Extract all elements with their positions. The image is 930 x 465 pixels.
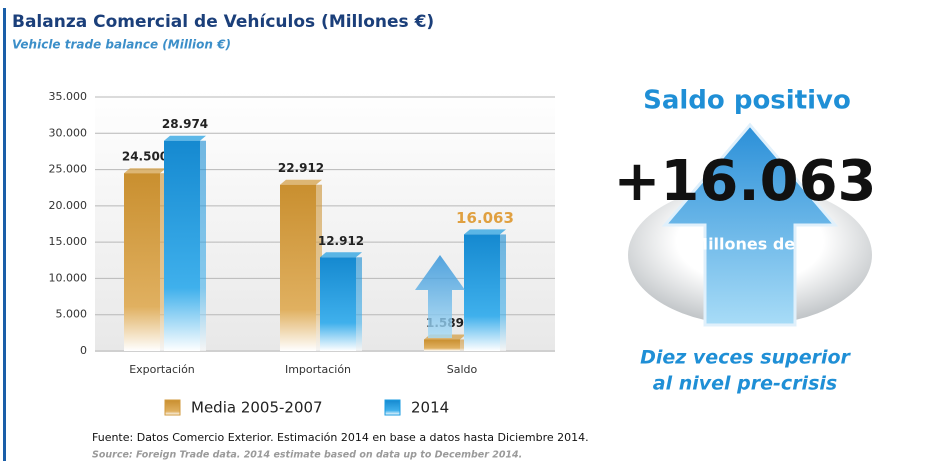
value-label: 16.063: [456, 209, 514, 227]
highlight-value: +16.063: [613, 149, 876, 214]
y-tick-label: 35.000: [49, 90, 88, 103]
bar: [320, 257, 356, 351]
source: Fuente: Datos Comercio Exterior. Estimac…: [92, 431, 589, 444]
bar-side: [200, 141, 206, 351]
bar-top: [320, 252, 362, 257]
chart-subtitle: Vehicle trade balance (Million €): [12, 38, 231, 52]
bar-top: [464, 229, 506, 234]
value-label: 12.912: [318, 234, 364, 248]
x-tick-label: Exportación: [129, 363, 195, 376]
chart-title: Balanza Comercial de Vehículos (Millones…: [12, 12, 434, 32]
highlight-heading: Saldo positivo: [643, 86, 851, 116]
y-tick-label: 20.000: [49, 199, 88, 212]
legend-label: Media 2005-2007: [191, 399, 323, 417]
bar: [280, 185, 316, 351]
legend-label: 2014: [411, 399, 449, 417]
accent-bar: [3, 8, 6, 461]
chart: Balanza Comercial de Vehículos (Millones…: [0, 0, 930, 461]
bar-side: [356, 257, 362, 351]
bar-top: [164, 136, 206, 141]
bar: [424, 339, 460, 351]
y-tick-label: 0: [80, 344, 87, 357]
bar-top: [124, 168, 166, 173]
y-tick-label: 10.000: [49, 271, 88, 284]
highlight-unit: Millones de €: [692, 235, 812, 254]
highlight-line1: Diez veces superior: [640, 347, 851, 369]
bar: [164, 141, 200, 351]
y-tick-label: 25.000: [49, 163, 88, 176]
bar: [464, 234, 500, 351]
value-label: 28.974: [162, 117, 208, 131]
legend-swatch: [165, 400, 180, 415]
bar: [124, 173, 160, 351]
x-tick-label: Importación: [285, 363, 351, 376]
legend-swatch: [385, 400, 400, 415]
bar-side: [500, 234, 506, 351]
value-label: 22.912: [278, 161, 324, 175]
y-tick-label: 30.000: [49, 126, 88, 139]
source-en: Source: Foreign Trade data. 2014 estimat…: [92, 450, 522, 461]
x-tick-label: Saldo: [447, 363, 478, 376]
plot: 0 5.000 10.000 15.000 20.000 25.000 30.000 35.0…: [49, 90, 556, 376]
bar-top: [280, 180, 322, 185]
legend: Media 2005-2007 2014: [165, 399, 449, 417]
value-label: 24.500: [122, 150, 168, 164]
highlight-line2: al nivel pre-crisis: [653, 373, 837, 395]
y-tick-label: 5.000: [56, 308, 88, 321]
page: {"chart_data": {"type": "bar", "title": …: [0, 0, 930, 461]
y-tick-label: 15.000: [49, 235, 88, 248]
